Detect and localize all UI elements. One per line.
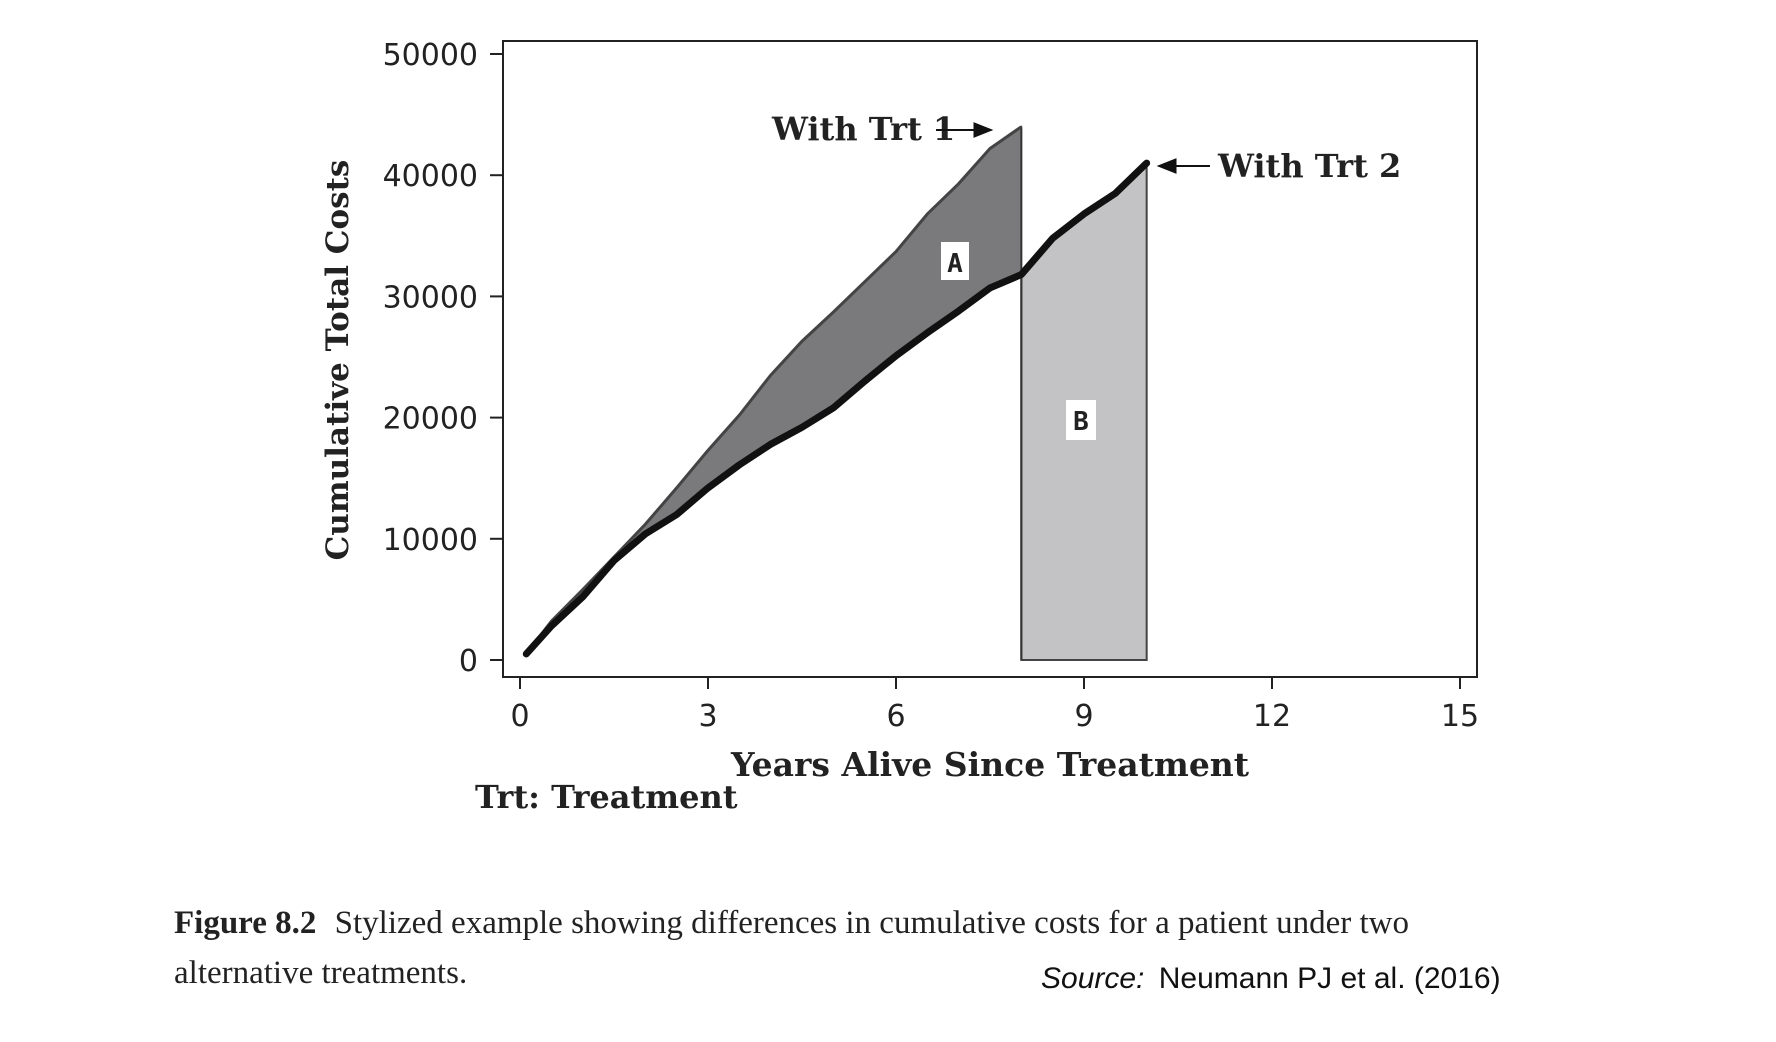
- region-a-label-box: [941, 242, 969, 280]
- source-text: Neumann PJ et al. (2016): [1158, 962, 1501, 995]
- trt1-label: With Trt 1: [771, 110, 955, 148]
- y-tick-label: 50000: [383, 38, 478, 73]
- source-citation: Source: Neumann PJ et al. (2016): [1041, 962, 1501, 996]
- y-tick-label: 20000: [383, 402, 478, 437]
- y-tick-label: 30000: [383, 280, 478, 315]
- trt-note: Trt: Treatment: [475, 778, 738, 816]
- y-axis-label: Cumulative Total Costs: [320, 160, 356, 561]
- region-b-label-box: [1066, 400, 1096, 440]
- x-tick-label: 15: [1441, 699, 1479, 734]
- y-tick-label: 40000: [383, 159, 478, 194]
- trt2-label: With Trt 2: [1217, 147, 1401, 185]
- series-line-trt2: [522, 159, 1151, 658]
- x-tick-label: 9: [1074, 699, 1093, 734]
- figure-caption: Figure 8.2 Stylized example showing diff…: [174, 898, 1534, 998]
- x-axis-label: Years Alive Since Treatment: [730, 745, 1250, 784]
- x-tick-label: 6: [886, 699, 905, 734]
- y-tick-label: 10000: [383, 523, 478, 558]
- source-label: Source:: [1041, 962, 1145, 995]
- region-b-label: B: [1073, 407, 1089, 437]
- plot-frame: [502, 40, 1478, 678]
- x-tick-label: 12: [1253, 699, 1291, 734]
- region-a-label: A: [947, 249, 963, 279]
- x-tick-label: 3: [698, 699, 717, 734]
- figure-caption-text: Stylized example showing differences in …: [174, 905, 1409, 991]
- y-tick-label: 0: [459, 644, 478, 679]
- figure-label: Figure 8.2: [174, 905, 317, 941]
- x-tick-label: 0: [510, 699, 529, 734]
